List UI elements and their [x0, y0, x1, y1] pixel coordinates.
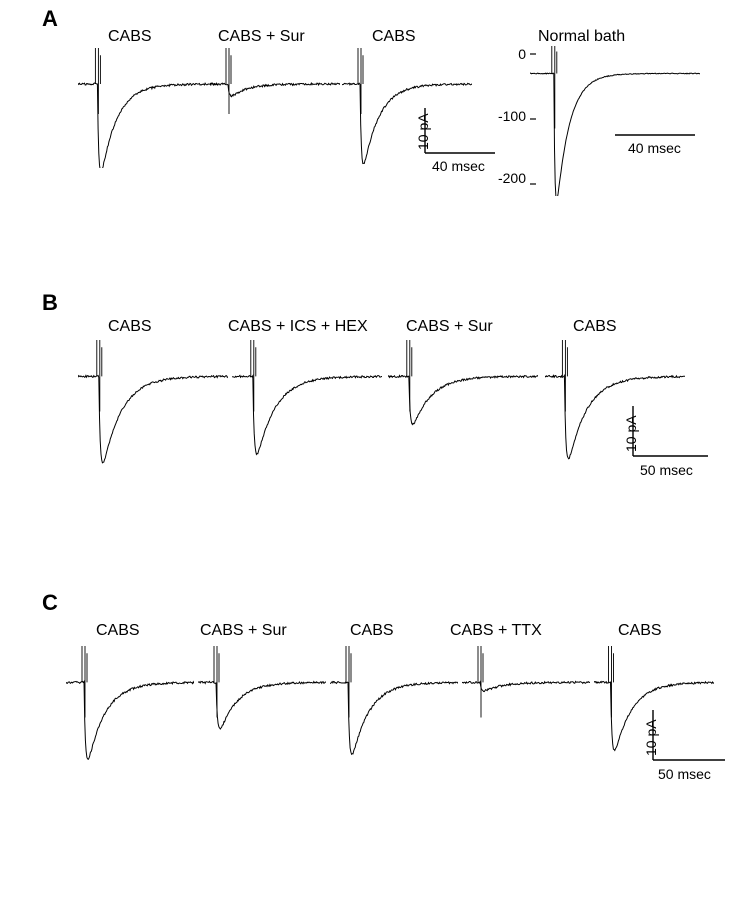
panel-C-cond5-label: CABS [618, 622, 662, 640]
panel-A-normal-tick-0: 0 [500, 46, 526, 62]
panel-C-cond3-label: CABS [350, 622, 394, 640]
panel-B-cond4-label: CABS [573, 318, 617, 336]
panel-C-label: C [42, 590, 58, 616]
panel-A-normal-scalebar-h-label: 40 msec [628, 140, 681, 156]
panel-B-cond2-label: CABS + ICS + HEX [228, 318, 368, 336]
panel-B-label: B [42, 290, 58, 316]
panel-B-trace2 [232, 340, 382, 470]
panel-A-trace2 [210, 48, 340, 168]
panel-B-cond1-label: CABS [108, 318, 152, 336]
panel-A-normalbath-label: Normal bath [538, 28, 625, 46]
panel-B-scalebar-v-label: 10 pA [623, 415, 639, 452]
panel-A-trace1 [78, 48, 218, 168]
panel-C-trace3 [330, 646, 458, 776]
panel-C-scalebar-v-label: 10 pA [643, 719, 659, 756]
panel-C-cond1-label: CABS [96, 622, 140, 640]
panel-C-cond4-label: CABS + TTX [450, 622, 542, 640]
panel-B-scalebar-h-label: 50 msec [640, 462, 693, 478]
panel-A-label: A [42, 6, 58, 32]
panel-C-trace4 [462, 646, 590, 776]
panel-C-trace1 [66, 646, 194, 776]
panel-A-cond3-label: CABS [372, 28, 416, 46]
panel-A-trace-normalbath [530, 46, 700, 196]
panel-C-scalebar-h-label: 50 msec [658, 766, 711, 782]
figure-root: A CABS CABS + Sur CABS Normal bath 0 -10… [0, 0, 746, 900]
panel-B-trace1 [78, 340, 228, 470]
panel-A-scalebar-h-label: 40 msec [432, 158, 485, 174]
panel-B-trace3 [388, 340, 538, 470]
panel-A-cond1-label: CABS [108, 28, 152, 46]
panel-C-cond2-label: CABS + Sur [200, 622, 287, 640]
panel-B-cond3-label: CABS + Sur [406, 318, 493, 336]
panel-A-cond2-label: CABS + Sur [218, 28, 305, 46]
panel-C-trace2 [198, 646, 326, 776]
panel-A-scalebar-v-label: 10 pA [415, 113, 431, 150]
